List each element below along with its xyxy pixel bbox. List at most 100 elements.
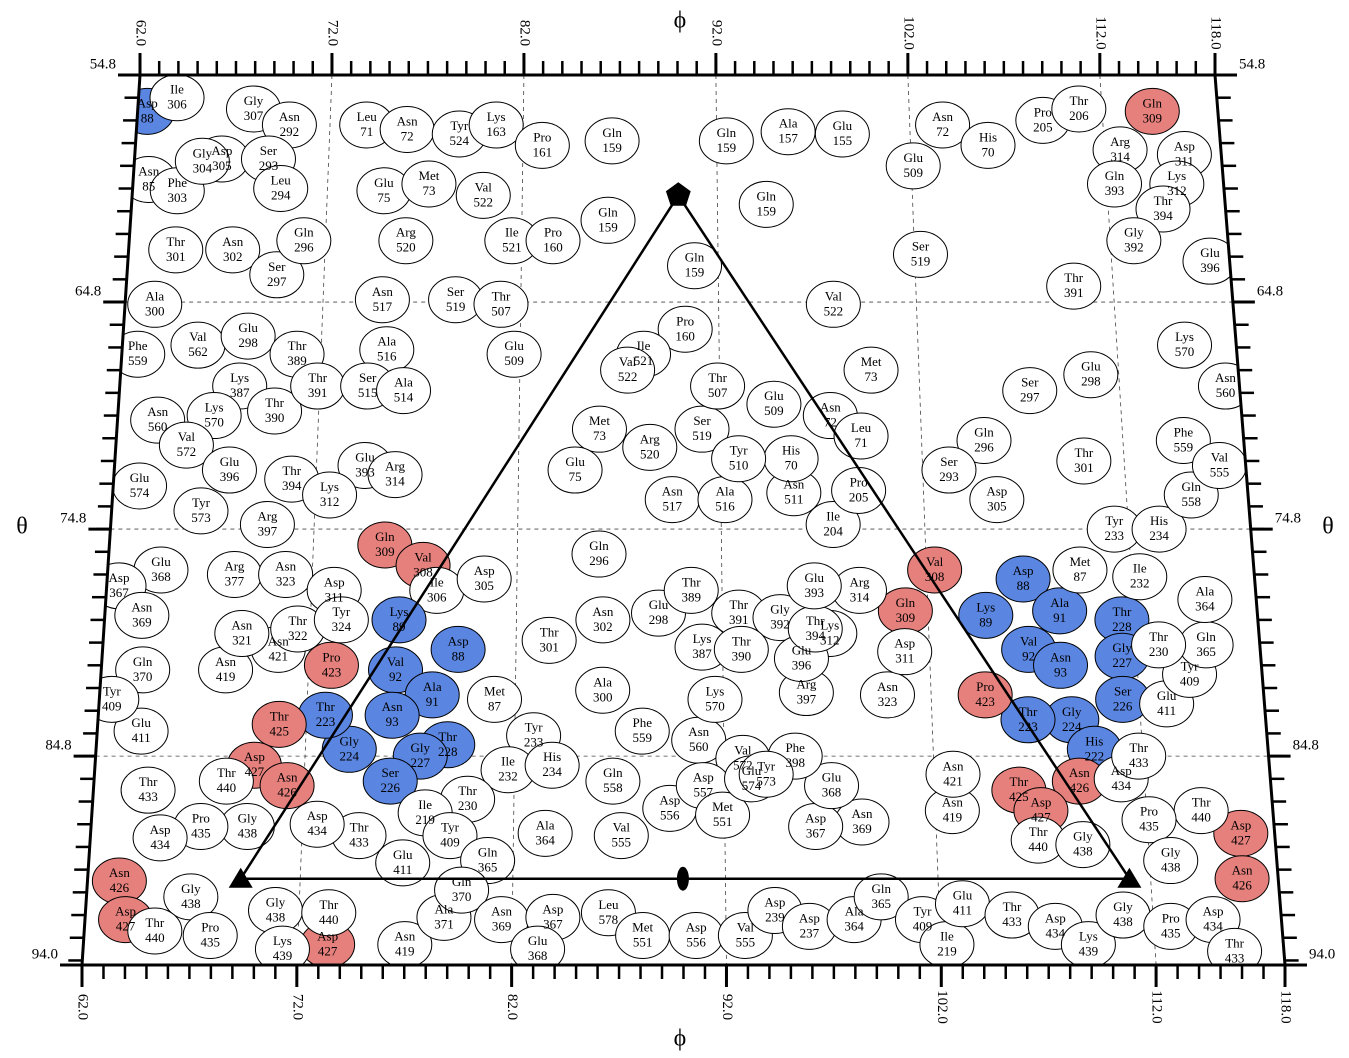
- residue-name: Pro: [1140, 804, 1158, 819]
- residue-name: Pro: [533, 129, 551, 144]
- residue-name: Ala: [377, 334, 396, 349]
- residue-number: 425: [269, 723, 289, 738]
- residue-name: Thr: [316, 699, 335, 714]
- residue-name: Tyr: [757, 758, 776, 773]
- residue-number: 438: [1073, 844, 1093, 859]
- residue-name: Gln: [1182, 479, 1202, 494]
- residue-name: Gly: [411, 740, 431, 755]
- residue-number: 433: [349, 835, 369, 850]
- residue-name: Glu: [903, 150, 923, 165]
- residue-number: 234: [1149, 528, 1169, 543]
- residue-name: Asn: [1232, 863, 1253, 878]
- residue-number: 433: [1002, 914, 1022, 929]
- residue-name: Thr: [1129, 740, 1148, 755]
- residue-number: 227: [1112, 655, 1132, 670]
- residue-name: Glu: [220, 454, 240, 469]
- residue-name: Ser: [1114, 683, 1132, 698]
- residue-name: Thr: [458, 783, 477, 798]
- residue-number: 293: [939, 469, 959, 484]
- residue-number: 368: [151, 569, 171, 584]
- residue-number: 304: [193, 160, 213, 175]
- residue-name: Gly: [1062, 704, 1082, 719]
- residue-number: 387: [230, 385, 250, 400]
- residue-name: Ala: [779, 116, 798, 131]
- residue-name: Gln: [896, 595, 916, 610]
- residue-name: Thr: [145, 915, 164, 930]
- residue-number: 434: [1111, 778, 1131, 793]
- residue-number: 573: [756, 773, 776, 788]
- residue-name: Asp: [542, 901, 563, 916]
- residue-number: 224: [340, 748, 360, 763]
- residue-name: Pro: [192, 810, 210, 825]
- residue-number: 555: [736, 934, 756, 949]
- residue-name: Ala: [716, 484, 735, 499]
- x-tick-label-top: 102.0: [900, 16, 916, 50]
- residue-number: 298: [1081, 374, 1101, 389]
- residue-name: Leu: [851, 420, 872, 435]
- residue-name: Thr: [1009, 774, 1028, 789]
- residue-number: 73: [865, 369, 878, 384]
- residue-name: Tyr: [1181, 658, 1200, 673]
- residue-number: 301: [539, 639, 559, 654]
- residue-name: Ser: [940, 454, 958, 469]
- residue-name: Tyr: [1105, 513, 1124, 528]
- residue-number: 87: [1073, 569, 1087, 584]
- residue-name: Leu: [598, 897, 619, 912]
- residue-number: 426: [110, 880, 130, 895]
- x-tick-label-bottom: 82.0: [504, 994, 520, 1020]
- x-tick-label-top: 92.0: [708, 20, 724, 46]
- residue-name: Lys: [230, 370, 249, 385]
- y-tick-label-left: 94.0: [32, 946, 58, 962]
- residue-number: 394: [282, 478, 302, 493]
- residue-number: 427: [1031, 810, 1051, 825]
- y-tick-label-right: 64.8: [1257, 283, 1283, 299]
- residue-number: 155: [833, 133, 853, 148]
- residue-number: 556: [660, 807, 680, 822]
- residue-name: Asn: [932, 109, 953, 124]
- residue-name: Pro: [1034, 104, 1052, 119]
- residue-number: 322: [288, 628, 308, 643]
- residue-number: 70: [982, 144, 995, 159]
- residue-name: Asn: [943, 758, 964, 773]
- residue-number: 390: [265, 410, 285, 425]
- residue-name: Ser: [268, 259, 286, 274]
- residue-name: Gln: [133, 654, 153, 669]
- residue-number: 434: [1046, 925, 1066, 940]
- y-tick-label-left: 74.8: [60, 511, 86, 527]
- residue-name: Glu: [764, 388, 784, 403]
- residue-number: 421: [943, 773, 963, 788]
- residue-name: Glu: [565, 454, 585, 469]
- residue-number: 227: [411, 755, 431, 770]
- residue-name: Arg: [850, 574, 870, 589]
- residue-number: 393: [355, 464, 375, 479]
- residue-name: Thr: [1192, 795, 1211, 810]
- residue-number: 419: [216, 669, 236, 684]
- residue-name: Asn: [231, 618, 252, 633]
- residue-name: Val: [825, 288, 843, 303]
- residue-number: 305: [987, 499, 1007, 514]
- residue-number: 311: [1175, 153, 1194, 168]
- residue-name: Asn: [1050, 649, 1071, 664]
- residue-number: 409: [102, 698, 122, 713]
- residue-number: 435: [191, 825, 211, 840]
- oval-symbol: [677, 867, 689, 891]
- x-tick-label-bottom: 118.0: [1278, 990, 1294, 1023]
- residue-name: Gly: [244, 93, 264, 108]
- residue-name: Pro: [322, 649, 340, 664]
- residue-number: 370: [452, 889, 472, 904]
- residue-number: 71: [855, 435, 868, 450]
- residue-number: 438: [238, 825, 258, 840]
- residue-number: 204: [823, 524, 843, 539]
- residue-number: 301: [1074, 460, 1094, 475]
- residue-name: Ser: [912, 238, 930, 253]
- residue-number: 396: [792, 657, 812, 672]
- residue-number: 365: [1196, 644, 1216, 659]
- residue-name: Phe: [128, 338, 148, 353]
- residue-number: 515: [358, 385, 378, 400]
- residue-name: His: [543, 749, 561, 764]
- residue-number: 551: [633, 934, 653, 949]
- residue-number: 364: [1195, 598, 1215, 613]
- residue-number: 364: [844, 919, 864, 934]
- residue-number: 426: [1232, 878, 1252, 893]
- residue-number: 159: [602, 140, 622, 155]
